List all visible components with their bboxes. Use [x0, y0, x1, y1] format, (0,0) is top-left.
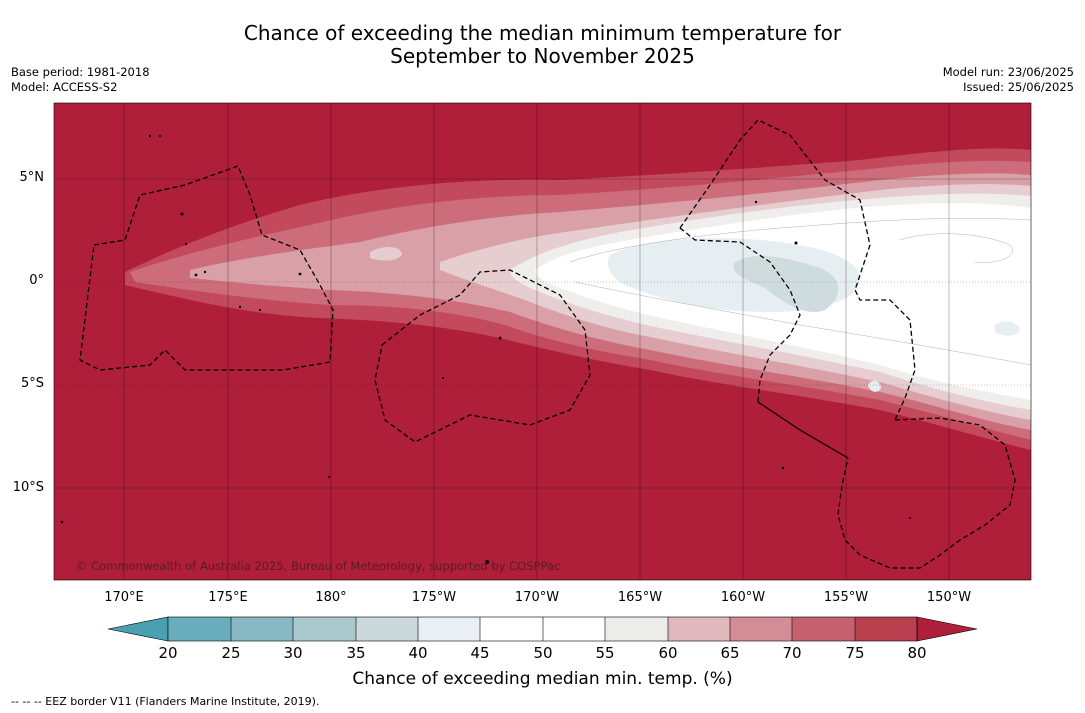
- eez-legend-footer: -- -- -- EEZ border V11 (Flanders Marine…: [11, 695, 320, 708]
- gridlines: [54, 103, 1031, 580]
- colorbar-tick-70: 70: [782, 644, 802, 662]
- lat-label-0: 0°: [29, 273, 44, 288]
- lat-label-5n: 5°N: [19, 170, 45, 185]
- colorbar-high-extension: [916, 616, 978, 642]
- copyright-credit: © Commonwealth of Australia 2025, Bureau…: [76, 559, 561, 573]
- meta-left: Base period: 1981-2018 Model: ACCESS-S2: [11, 65, 150, 95]
- colorbar-bin-20-25: [168, 617, 231, 641]
- eez-border-kiribati-gilberts: [79, 165, 334, 371]
- colorbar-tick-45: 45: [470, 644, 490, 662]
- colorbar-tick-40: 40: [408, 644, 428, 662]
- colorbar-tick-35: 35: [346, 644, 366, 662]
- colorbar-bin-35-40: [356, 617, 418, 641]
- lon-label-160w: 160°W: [720, 590, 766, 605]
- lon-label-170e: 170°E: [104, 590, 144, 605]
- lon-label-175w: 175°W: [411, 590, 457, 605]
- colorbar-tick-20: 20: [158, 644, 178, 662]
- boundary-solid-line: [757, 401, 849, 459]
- colorbar-low-extension: [107, 616, 169, 642]
- lat-label-5s: 5°S: [20, 376, 44, 391]
- lon-label-165w: 165°W: [617, 590, 663, 605]
- colorbar-bin-50-55: [543, 617, 605, 641]
- colorbar: [107, 616, 978, 642]
- contour-65-patch: [370, 246, 402, 261]
- lon-label-180: 180°: [315, 590, 347, 605]
- colorbar-tick-55: 55: [595, 644, 615, 662]
- eez-border-kiribati-phoenix: [374, 269, 591, 443]
- eez-border-cook-islands: [837, 417, 1016, 569]
- colorbar-bin-45-50: [480, 617, 543, 641]
- colorbar-bin-65-70: [730, 617, 792, 641]
- colorbar-tick-75: 75: [845, 644, 865, 662]
- colorbar-bin-75-80: [855, 617, 917, 641]
- lat-label-10s: 10°S: [12, 480, 44, 495]
- eez-border-kiribati-line-west: [679, 227, 801, 403]
- model-run-text: Model run: 23/06/2025: [942, 65, 1074, 79]
- model-text: Model: ACCESS-S2: [11, 80, 118, 94]
- lon-label-175e: 175°E: [208, 590, 248, 605]
- colorbar-tick-65: 65: [720, 644, 740, 662]
- colorbar-title: Chance of exceeding median min. temp. (%…: [352, 669, 733, 689]
- base-period-text: Base period: 1981-2018: [11, 65, 150, 79]
- colorbar-bin-40-45: [418, 617, 480, 641]
- map-title: Chance of exceeding the median minimum t…: [0, 22, 1085, 68]
- thin-contours: [569, 218, 1031, 366]
- contour-40-patch2: [868, 380, 881, 392]
- eez-borders: [79, 119, 1016, 569]
- lon-label-150w: 150°W: [926, 590, 972, 605]
- colorbar-tick-50: 50: [533, 644, 553, 662]
- colorbar-tick-80: 80: [907, 644, 927, 662]
- colorbar-bin-70-75: [792, 617, 855, 641]
- colorbar-tick-60: 60: [658, 644, 678, 662]
- map-plot-area: [54, 103, 1031, 580]
- lon-label-155w: 155°W: [823, 590, 869, 605]
- colorbar-bin-55-60: [605, 617, 668, 641]
- colorbar-tick-25: 25: [221, 644, 241, 662]
- meta-right: Model run: 23/06/2025 Issued: 25/06/2025: [943, 65, 1074, 95]
- colorbar-bin-60-65: [668, 617, 730, 641]
- islands: [60, 134, 911, 564]
- issued-text: Issued: 25/06/2025: [963, 80, 1074, 94]
- map-frame: [53, 102, 1032, 581]
- colorbar-bin-25-30: [231, 617, 293, 641]
- eez-border-kiribati-line: [679, 119, 916, 421]
- colorbar-tick-30: 30: [283, 644, 303, 662]
- contour-35: [733, 255, 839, 312]
- colorbar-bin-30-35: [293, 617, 356, 641]
- contour-40-patch: [995, 321, 1020, 336]
- lon-label-170w: 170°W: [514, 590, 560, 605]
- map-title-line2: September to November 2025: [390, 44, 695, 68]
- map-title-line1: Chance of exceeding the median minimum t…: [243, 21, 842, 45]
